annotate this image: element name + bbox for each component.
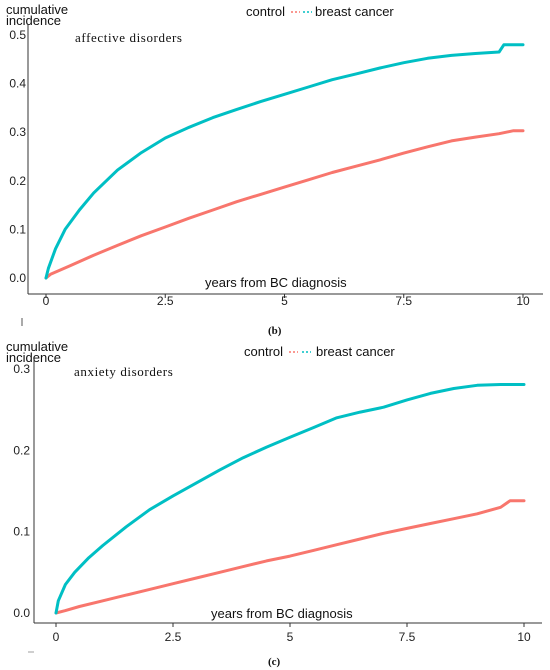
panel-annotation: anxiety disorders xyxy=(74,364,173,379)
x-tick-label: 0 xyxy=(53,630,60,644)
y-tick-label: 0.2 xyxy=(9,174,26,188)
series-line-breast-cancer xyxy=(54,383,526,615)
y-axis-label-line1: cumulative xyxy=(6,339,68,354)
series-line-breast-cancer xyxy=(44,43,525,280)
series-lines xyxy=(44,43,525,280)
x-axis-label: years from BC diagnosis xyxy=(211,606,353,621)
panel-annotation: affective disorders xyxy=(75,30,183,45)
y-tick-label: 0.5 xyxy=(9,28,26,42)
x-tick-label: 5 xyxy=(287,630,294,644)
x-tick-label: 2.5 xyxy=(165,630,182,644)
y-tick-label: 0.3 xyxy=(13,362,30,376)
legend-label-control: control xyxy=(244,344,283,359)
y-tick-label: 0.1 xyxy=(13,525,30,539)
y-tick-label: 0.3 xyxy=(9,125,26,139)
panel-caption: (c) xyxy=(268,656,281,668)
y-tick-label: 0.0 xyxy=(13,606,30,620)
chart-panel-affective: cumulative incidence control breast canc… xyxy=(6,2,543,337)
legend-label-breast-cancer: breast cancer xyxy=(315,4,394,19)
y-tick-label: 0.2 xyxy=(13,443,30,457)
y-tick-label: 0.1 xyxy=(9,222,26,236)
x-tick-label: 7.5 xyxy=(395,294,412,308)
legend-label-breast-cancer: breast cancer xyxy=(316,344,395,359)
x-tick-label: 5 xyxy=(281,294,288,308)
y-tick-label: 0.4 xyxy=(9,77,26,91)
series-line-control xyxy=(54,499,526,615)
x-tick-label: 2.5 xyxy=(157,294,174,308)
series-lines xyxy=(54,383,526,615)
x-tick-label: 0 xyxy=(43,294,50,308)
x-tick-label: 7.5 xyxy=(399,630,416,644)
y-axis-label-line2: incidence xyxy=(6,350,61,365)
y-tick-label: 0.0 xyxy=(9,271,26,285)
axis-ticks: 0 2.5 5 7.5 10 0.0 0.1 0.2 0.3 0.4 0.5 xyxy=(9,28,530,308)
chart-panel-anxiety: cumulative incidence control breast canc… xyxy=(6,339,542,668)
panel-caption: (b) xyxy=(268,325,282,337)
x-tick-label: 10 xyxy=(516,294,530,308)
y-axis-label-line2: incidence xyxy=(6,13,61,28)
x-axis-label: years from BC diagnosis xyxy=(205,275,347,290)
y-axis-label-line1: cumulative xyxy=(6,2,68,17)
x-tick-label: 10 xyxy=(517,630,531,644)
axis-ticks: 0 2.5 5 7.5 10 0.0 0.1 0.2 0.3 xyxy=(13,362,531,644)
series-line-control xyxy=(44,129,525,280)
legend-label-control: control xyxy=(246,4,285,19)
